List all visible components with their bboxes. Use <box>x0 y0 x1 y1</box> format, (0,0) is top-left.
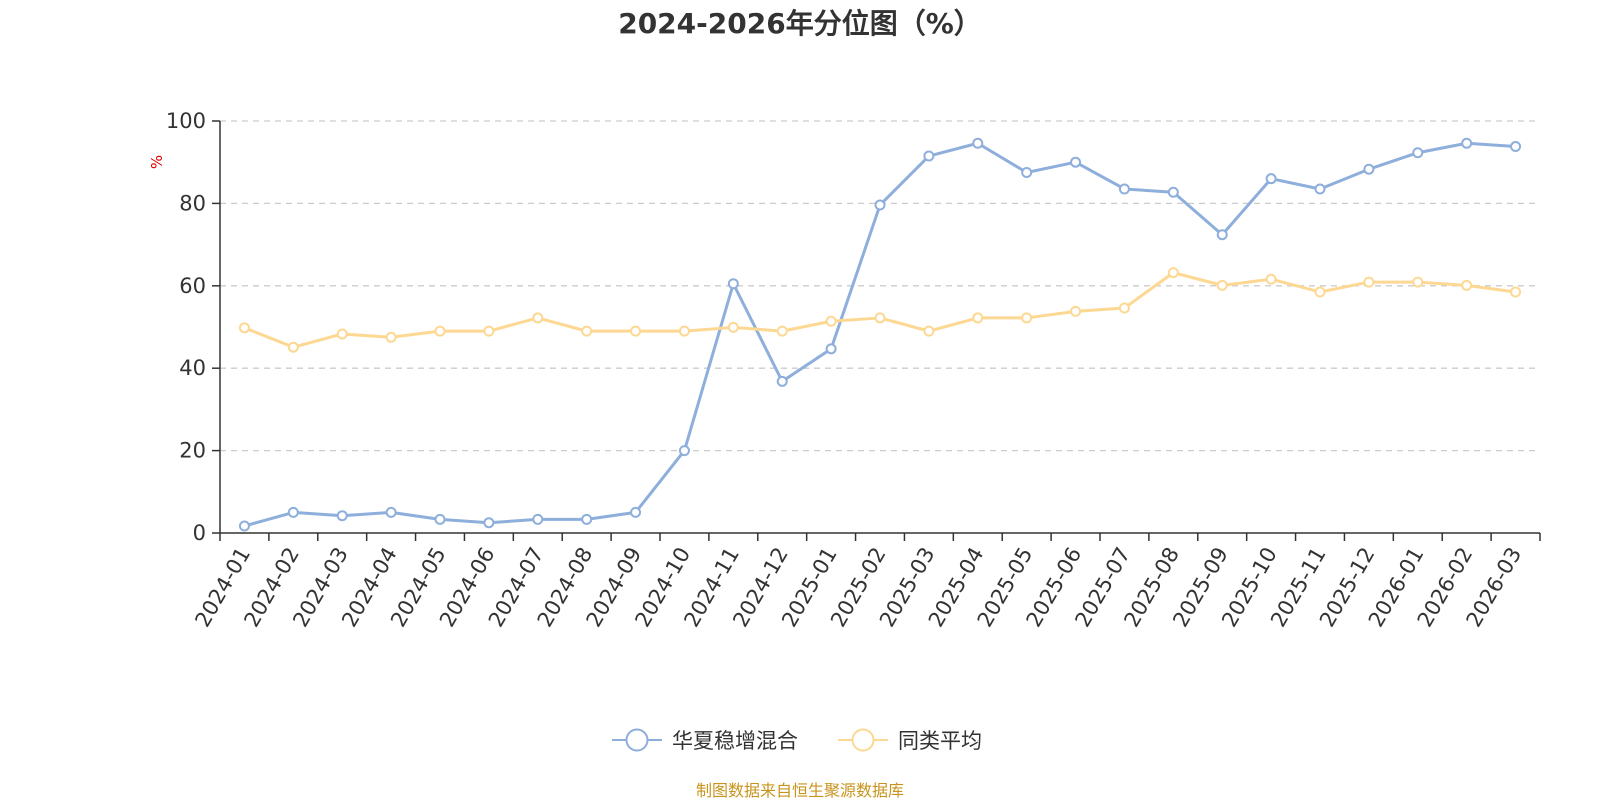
series-0-point <box>1314 183 1326 195</box>
series-0-point <box>532 513 544 525</box>
y-tick-label: 100 <box>166 109 206 133</box>
series-0-point <box>1118 183 1130 195</box>
series-1-point <box>581 325 593 337</box>
series-0-point <box>1412 147 1424 159</box>
series-1-point <box>434 325 446 337</box>
series-1-point <box>1070 305 1082 317</box>
series-1-point <box>385 331 397 343</box>
series-1-point <box>874 312 886 324</box>
axes: 0204060801002024-012024-022024-032024-04… <box>166 109 1541 631</box>
series-0-point <box>287 506 299 518</box>
series-0-point <box>1216 229 1228 241</box>
legend-label: 同类平均 <box>898 729 982 753</box>
series-0-point <box>874 199 886 211</box>
y-tick-label: 80 <box>179 191 206 215</box>
series-1-point <box>1216 279 1228 291</box>
series-0-point <box>1510 141 1522 153</box>
series-0-point <box>825 343 837 355</box>
series-1-point <box>287 341 299 353</box>
series-1-point <box>1510 286 1522 298</box>
y-axis-unit-label: % <box>148 155 166 169</box>
series-lines <box>238 137 1522 532</box>
series-1-point <box>776 325 788 337</box>
series-1-point <box>1314 286 1326 298</box>
series-0-point <box>434 513 446 525</box>
series-0-point <box>630 506 642 518</box>
grid-lines <box>220 120 1540 452</box>
series-1-point <box>1265 273 1277 285</box>
series-0-point <box>1070 156 1082 168</box>
series-1-point <box>630 325 642 337</box>
series-1-point <box>1021 312 1033 324</box>
series-1-point <box>483 325 495 337</box>
series-0-point <box>385 506 397 518</box>
chart-title: 2024-2026年分位图（%） <box>618 7 982 40</box>
series-0-point <box>1363 163 1375 175</box>
series-1-point <box>1167 267 1179 279</box>
legend-label: 华夏稳增混合 <box>672 729 798 753</box>
legend[interactable]: 华夏稳增混合 同类平均 <box>612 728 982 753</box>
series-0-point <box>1461 137 1473 149</box>
series-0-point <box>678 445 690 457</box>
series-0-point <box>581 513 593 525</box>
series-0-point <box>336 510 348 522</box>
series-0-point <box>1021 167 1033 178</box>
series-0-point <box>1265 173 1277 185</box>
y-tick-label: 0 <box>193 521 206 545</box>
legend-swatch-marker <box>625 728 649 752</box>
series-1-point <box>336 328 348 340</box>
series-1-point <box>1363 276 1375 288</box>
legend-item-0[interactable]: 华夏稳增混合 <box>612 728 798 753</box>
series-1-point <box>727 321 739 333</box>
y-tick-label: 60 <box>179 274 206 298</box>
series-0-point <box>776 375 788 387</box>
series-0-point <box>1167 186 1179 198</box>
series-0-point <box>727 278 739 290</box>
legend-item-1[interactable]: 同类平均 <box>838 728 982 753</box>
series-1-point <box>678 325 690 337</box>
y-tick-label: 40 <box>179 356 206 380</box>
series-1-point <box>532 312 544 324</box>
y-tick-label: 20 <box>179 439 206 463</box>
series-line-1 <box>242 271 1518 349</box>
series-0-point <box>238 520 250 532</box>
series-0-point <box>923 150 935 162</box>
series-1-point <box>1461 279 1473 291</box>
data-source-note: 制图数据来自恒生聚源数据库 <box>696 781 904 800</box>
legend-swatch-marker <box>851 728 875 752</box>
series-1-point <box>1412 276 1424 288</box>
series-1-point <box>238 322 250 334</box>
series-1-point <box>1118 302 1130 314</box>
series-1-point <box>923 325 935 337</box>
series-1-point <box>825 315 837 327</box>
series-1-point <box>972 312 984 324</box>
series-0-point <box>483 517 495 529</box>
series-0-point <box>972 137 984 149</box>
